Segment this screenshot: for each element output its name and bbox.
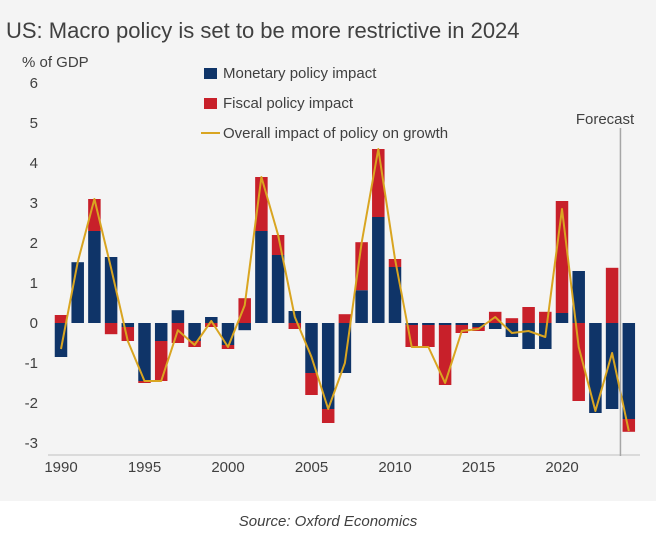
- x-tick-label: 2010: [378, 459, 411, 476]
- monetary-bar: [171, 310, 185, 323]
- monetary-bar: [305, 323, 318, 373]
- axis-group: -3 -2 -1 0 1 2 3 4 5 6 1990 1995 2000 2005 2010 2015 202…: [25, 75, 640, 476]
- monetary-bar: [488, 323, 502, 329]
- monetary-bar: [622, 323, 636, 419]
- monetary-bar: [104, 257, 118, 323]
- monetary-bar: [355, 290, 368, 323]
- fiscal-bar: [422, 325, 435, 347]
- legend-label: Monetary policy impact: [223, 65, 377, 82]
- monetary-bar: [271, 255, 285, 323]
- x-tick-label: 2000: [211, 459, 244, 476]
- fiscal-bar: [238, 298, 251, 323]
- chart-title: US: Macro policy is set to be more restr…: [6, 18, 520, 43]
- monetary-bar: [405, 323, 418, 325]
- monetary-bar: [154, 323, 168, 341]
- forecast-group: Forecast: [576, 111, 635, 456]
- fiscal-bar: [355, 242, 368, 291]
- y-axis-label: % of GDP: [22, 54, 89, 71]
- monetary-bar: [372, 217, 385, 323]
- monetary-bar: [422, 323, 435, 325]
- monetary-bar: [88, 231, 101, 323]
- monetary-bar: [238, 323, 251, 331]
- monetary-bar: [121, 323, 135, 327]
- monetary-bar: [71, 262, 84, 323]
- legend: Monetary policy impact Fiscal policy impa…: [201, 65, 448, 142]
- legend-label: Overall impact of policy on growth: [223, 125, 448, 142]
- fiscal-bar: [205, 323, 218, 327]
- fiscal-bar: [154, 341, 168, 381]
- y-tick-label: -1: [25, 355, 38, 372]
- monetary-bar: [555, 313, 569, 323]
- monetary-bar: [472, 323, 485, 327]
- x-tick-label: 1990: [44, 459, 77, 476]
- y-tick-label: 6: [30, 75, 38, 92]
- y-tick-label: -3: [25, 435, 38, 452]
- monetary-bar: [138, 323, 151, 381]
- fiscal-bar: [438, 325, 452, 385]
- monetary-bar: [438, 323, 452, 325]
- monetary-bar: [522, 323, 535, 349]
- legend-swatch-monetary: [204, 68, 217, 79]
- fiscal-bar: [321, 409, 335, 423]
- monetary-bar: [605, 323, 619, 409]
- monetary-bar: [455, 323, 469, 325]
- source-note: Source: Oxford Economics: [238, 513, 418, 530]
- fiscal-bar: [288, 323, 302, 329]
- fiscal-bar: [455, 325, 469, 333]
- fiscal-bar: [305, 373, 318, 395]
- fiscal-bar: [572, 323, 585, 401]
- monetary-bar: [321, 323, 335, 409]
- x-tick-label: 2005: [295, 459, 328, 476]
- fiscal-bar: [522, 307, 535, 323]
- fiscal-bar: [505, 318, 519, 323]
- y-tick-label: 4: [30, 155, 38, 172]
- fiscal-bar: [104, 323, 118, 335]
- fiscal-bar: [539, 311, 552, 323]
- fiscal-bar: [622, 419, 636, 432]
- y-tick-label: -2: [25, 395, 38, 412]
- forecast-label: Forecast: [576, 111, 635, 128]
- fiscal-bar: [605, 267, 619, 323]
- fiscal-bar: [338, 314, 352, 323]
- overall-impact-line: [60, 148, 630, 432]
- x-tick-label: 2020: [545, 459, 578, 476]
- fiscal-bar: [555, 201, 569, 313]
- monetary-bar: [388, 267, 402, 323]
- monetary-bar: [572, 271, 585, 323]
- bars-group: [54, 149, 636, 432]
- monetary-bar: [255, 231, 268, 323]
- monetary-bar: [188, 323, 201, 341]
- y-tick-label: 5: [30, 115, 38, 132]
- y-tick-label: 2: [30, 235, 38, 252]
- fiscal-bar: [54, 315, 68, 323]
- x-tick-label: 2015: [462, 459, 495, 476]
- y-tick-label: 1: [30, 275, 38, 292]
- x-tick-label: 1995: [128, 459, 161, 476]
- legend-swatch-fiscal: [204, 98, 217, 109]
- monetary-bar: [589, 323, 602, 413]
- legend-label: Fiscal policy impact: [223, 95, 354, 112]
- y-tick-label: 3: [30, 195, 38, 212]
- y-tick-label: 0: [30, 315, 38, 332]
- line-group: [60, 148, 630, 432]
